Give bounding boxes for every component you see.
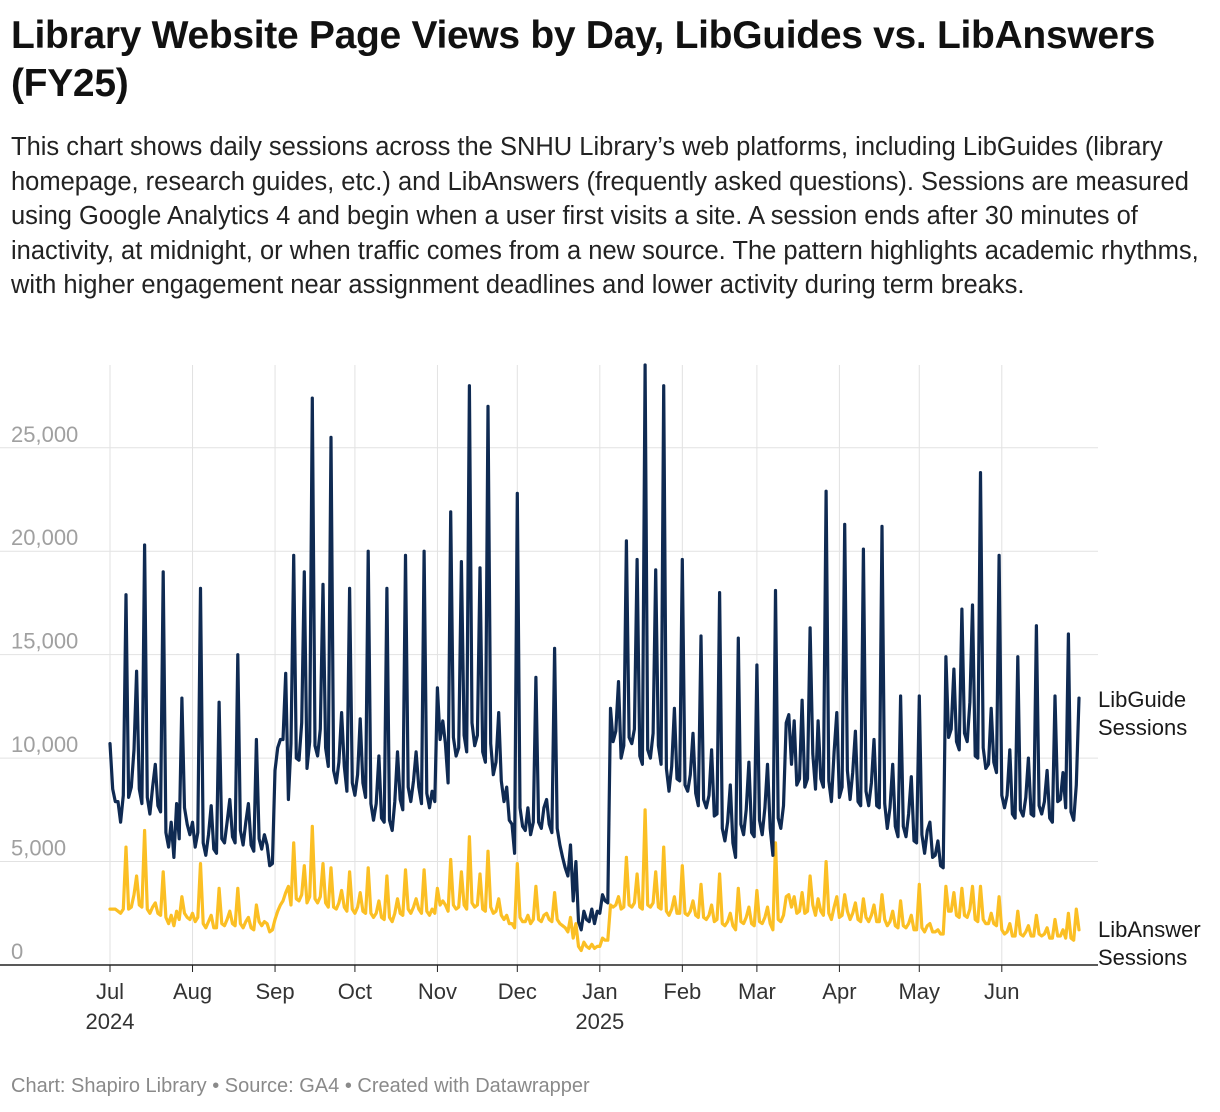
series-lines — [108, 363, 1081, 953]
y-tick-label: 0 — [11, 939, 23, 964]
x-tick-label: Apr — [822, 979, 856, 1004]
x-tick-label: Aug — [173, 979, 212, 1004]
x-tick-label: Nov — [418, 979, 457, 1004]
x-tick-label: Sep — [255, 979, 294, 1004]
libguide-sessions-line — [108, 363, 1081, 932]
series-labels: LibGuide Sessions LibAnswer Sessions — [1098, 687, 1201, 970]
x-tick-year-label: 2025 — [575, 1009, 624, 1034]
x-tick-label: Jul — [96, 979, 124, 1004]
x-tick-label: Jun — [984, 979, 1019, 1004]
y-tick-label: 10,000 — [11, 732, 78, 757]
y-tick-label: 20,000 — [11, 525, 78, 550]
libanswer-sessions-label: LibAnswer — [1098, 917, 1201, 942]
line-chart: 0 5,000 10,000 15,000 20,000 25,000 Jul 2024 Au… — [0, 363, 1201, 1034]
x-tick-label: Jan — [582, 979, 617, 1004]
x-tick-label: Mar — [738, 979, 776, 1004]
chart-subtitle: This chart shows daily sessions across t… — [11, 133, 1199, 299]
x-tick-year-label: 2024 — [86, 1009, 135, 1034]
y-tick-label: 25,000 — [11, 422, 78, 447]
x-tick-label: May — [898, 979, 940, 1004]
chart-title: Library Website Page Views by Day, LibGu… — [11, 14, 1156, 105]
libguide-sessions-label: Sessions — [1098, 715, 1187, 740]
x-axis-ticks: Jul 2024 Aug Sep Oct Nov Dec Jan 2025 Feb Mar Apr Ma… — [86, 965, 1020, 1034]
x-tick-label: Feb — [663, 979, 701, 1004]
libanswer-sessions-line — [108, 808, 1081, 953]
x-tick-label: Oct — [338, 979, 372, 1004]
libanswer-sessions-label: Sessions — [1098, 945, 1187, 970]
y-axis-ticks: 0 5,000 10,000 15,000 20,000 25,000 — [11, 422, 78, 964]
libguide-sessions-label: LibGuide — [1098, 687, 1186, 712]
y-tick-label: 15,000 — [11, 629, 78, 654]
y-tick-label: 5,000 — [11, 836, 66, 861]
chart-credit: Chart: Shapiro Library • Source: GA4 • C… — [11, 1075, 590, 1097]
x-tick-label: Dec — [498, 979, 537, 1004]
